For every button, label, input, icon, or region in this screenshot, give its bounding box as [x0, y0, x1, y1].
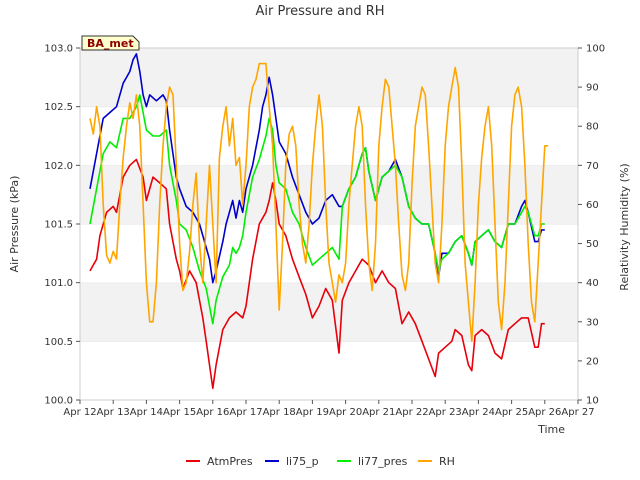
site-label-shape [81, 35, 140, 51]
legend-label: li77_pres [358, 455, 408, 468]
y-tick-label: 100.5 [44, 337, 73, 348]
y2-tick-label: 50 [586, 239, 599, 250]
y-axis-right: 10 20 30 40 50 60 70 80 90 100 [578, 44, 605, 407]
x-tick-label: Apr 14 [130, 407, 163, 418]
x-tick-label: Apr 15 [163, 407, 196, 418]
y-tick-label: 103.0 [44, 44, 73, 55]
y2-tick-label: 60 [586, 200, 599, 211]
x-tick-label: Apr 18 [263, 407, 296, 418]
series-line-li77-pres [89, 94, 545, 325]
x-tick-label: Apr 20 [329, 407, 362, 418]
legend: AtmPres li75_p li77_pres RH [186, 455, 455, 468]
y-tick-label: 100.0 [44, 396, 73, 407]
legend-label: RH [439, 455, 455, 468]
series-layer [89, 53, 549, 390]
x-tick-label: Apr 23 [429, 407, 462, 418]
y2-tick-label: 100 [586, 44, 605, 55]
y2-tick-label: 70 [586, 161, 599, 172]
site-label: BA_met [87, 37, 134, 50]
y2-tick-label: 30 [586, 317, 599, 328]
legend-label: li75_p [286, 455, 319, 468]
y-tick-label: 101.5 [44, 220, 73, 231]
y2-tick-label: 90 [586, 83, 599, 94]
x-axis-label: Time [537, 423, 565, 436]
grid-band [80, 282, 578, 342]
series-line-rh [89, 62, 549, 343]
y2-tick-label: 20 [586, 356, 599, 367]
chart-title: Air Pressure and RH [255, 4, 384, 19]
x-tick-label: Apr 22 [395, 407, 428, 418]
y-tick-label: 102.0 [44, 161, 73, 172]
x-axis: Apr 12 Apr 13 Apr 14 Apr 15 Apr 16 Apr 17 Apr … [63, 400, 595, 418]
y-tick-label: 101.0 [44, 278, 73, 289]
y2-tick-label: 40 [586, 278, 599, 289]
site-label-box: BA_met [81, 35, 140, 51]
y-axis-label: Air Pressure (kPa) [8, 176, 21, 273]
x-tick-label: Apr 24 [462, 407, 495, 418]
x-tick-label: Apr 21 [362, 407, 395, 418]
x-tick-label: Apr 25 [495, 407, 528, 418]
x-tick-label: Apr 16 [196, 407, 229, 418]
x-tick-label: Apr 19 [296, 407, 329, 418]
x-tick-label: Apr 13 [97, 407, 130, 418]
x-tick-label: Apr 12 [63, 407, 96, 418]
series-line-atmpres [89, 158, 545, 390]
x-tick-label: Apr 17 [229, 407, 262, 418]
y-tick-label: 102.5 [44, 102, 73, 113]
grid-band [80, 165, 578, 224]
x-tick-label: Apr 27 [561, 407, 594, 418]
y2-axis-label: Relativity Humidity (%) [618, 163, 631, 290]
y-axis-left: 100.0 100.5 101.0 101.5 102.0 102.5 103.0 [44, 44, 80, 407]
grid-bands [80, 47, 578, 400]
legend-label: AtmPres [207, 455, 253, 468]
y2-tick-label: 10 [586, 396, 599, 407]
y2-tick-label: 80 [586, 122, 599, 133]
grid-band [80, 48, 578, 107]
x-tick-label: Apr 26 [528, 407, 561, 418]
